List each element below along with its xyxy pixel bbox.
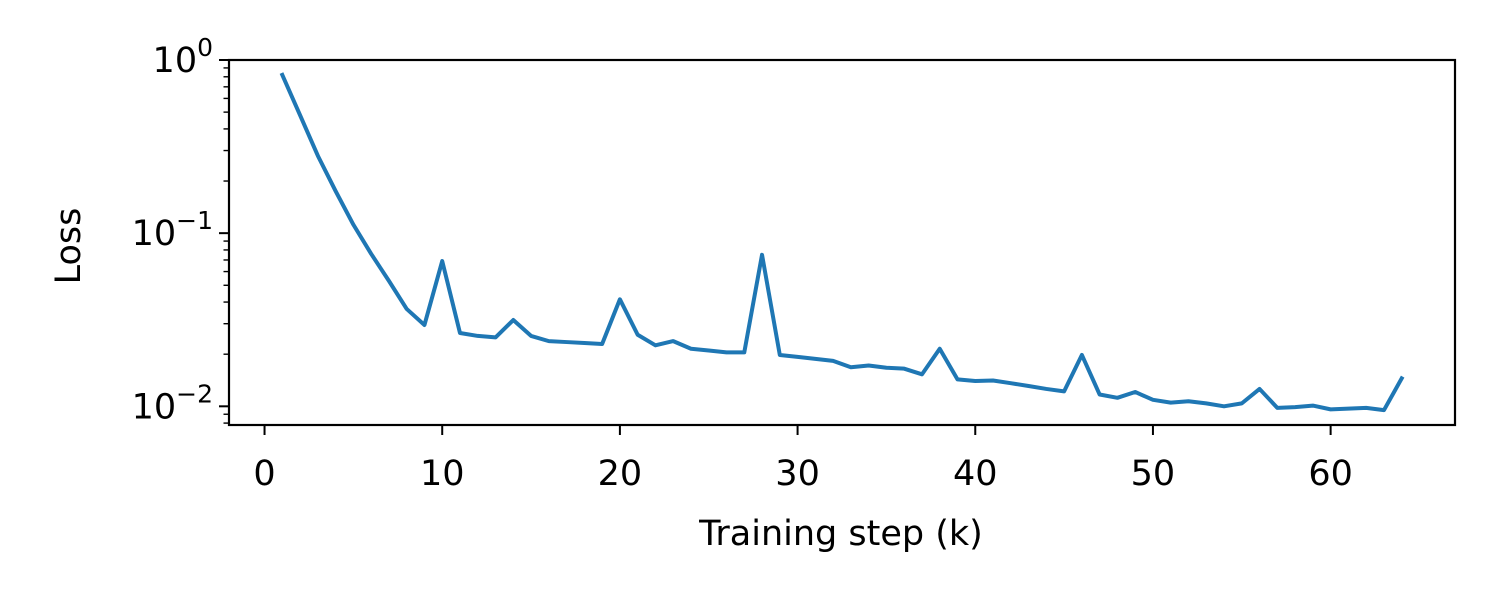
- data-point: [1080, 353, 1084, 357]
- y-tick-base: 10: [132, 387, 177, 427]
- data-point: [298, 113, 302, 117]
- y-tick-label: 100: [153, 33, 213, 81]
- data-point: [1098, 393, 1102, 397]
- data-point: [1009, 381, 1013, 385]
- x-tick-label: 40: [953, 454, 998, 494]
- x-tick-label: 30: [775, 454, 820, 494]
- data-point: [1027, 384, 1031, 388]
- y-tick-base: 10: [153, 41, 198, 81]
- data-point: [351, 223, 355, 227]
- data-point: [547, 339, 551, 343]
- x-tick-label: 50: [1131, 454, 1176, 494]
- data-point: [955, 377, 959, 381]
- data-point: [991, 378, 995, 382]
- x-tick-label: 60: [1308, 454, 1353, 494]
- data-point: [920, 372, 924, 376]
- data-point: [849, 365, 853, 369]
- data-point: [689, 347, 693, 351]
- data-point: [458, 331, 462, 335]
- data-point: [636, 333, 640, 337]
- data-point: [1169, 401, 1173, 405]
- y-axis-label: Loss: [49, 208, 89, 285]
- data-point: [813, 357, 817, 361]
- data-point: [1275, 406, 1279, 410]
- data-point: [316, 154, 320, 158]
- data-point: [1364, 406, 1368, 410]
- data-point: [1240, 401, 1244, 405]
- data-point: [369, 252, 373, 256]
- data-point: [902, 367, 906, 371]
- data-point: [831, 359, 835, 363]
- data-point: [1115, 396, 1119, 400]
- data-point: [1293, 405, 1297, 409]
- data-point: [334, 189, 338, 193]
- loss-series-line: [279, 72, 1405, 413]
- data-point: [938, 347, 942, 351]
- x-tick-label: 20: [598, 454, 643, 494]
- data-point: [1186, 399, 1190, 403]
- data-point: [1382, 408, 1386, 412]
- data-point: [760, 253, 764, 257]
- y-tick-exponent: −1: [176, 206, 213, 235]
- data-point: [1204, 401, 1208, 405]
- data-point: [1062, 389, 1066, 393]
- data-point: [884, 366, 888, 370]
- y-tick-base: 10: [132, 214, 177, 254]
- y-tick-label: 10−2: [132, 379, 213, 427]
- data-point: [671, 339, 675, 343]
- data-point: [280, 73, 284, 77]
- data-point: [618, 297, 622, 301]
- data-point: [653, 343, 657, 347]
- x-axis-label: Training step (k): [698, 514, 983, 554]
- data-point: [707, 349, 711, 353]
- data-point: [440, 259, 444, 263]
- data-point: [1151, 398, 1155, 402]
- data-point: [511, 318, 515, 322]
- data-point: [742, 350, 746, 354]
- y-tick-exponent: −2: [176, 379, 213, 408]
- y-tick-label: 10−1: [132, 206, 213, 254]
- data-point: [1258, 387, 1262, 391]
- data-point: [796, 355, 800, 359]
- data-point: [725, 350, 729, 354]
- data-point: [1329, 407, 1333, 411]
- data-point: [1133, 390, 1137, 394]
- data-point: [405, 307, 409, 311]
- plot-area-frame: [227, 58, 1457, 427]
- x-tick-label: 0: [253, 454, 275, 494]
- data-point: [529, 334, 533, 338]
- data-point: [600, 342, 604, 346]
- data-point: [1346, 407, 1350, 411]
- data-point: [582, 341, 586, 345]
- data-point: [565, 340, 569, 344]
- data-point: [476, 334, 480, 338]
- data-point: [422, 323, 426, 327]
- data-point: [1311, 404, 1315, 408]
- data-point: [867, 364, 871, 368]
- data-point: [1044, 387, 1048, 391]
- data-point: [387, 279, 391, 283]
- data-point: [1400, 376, 1404, 380]
- y-tick-exponent: 0: [197, 33, 213, 62]
- data-point: [973, 379, 977, 383]
- x-tick-label: 10: [420, 454, 465, 494]
- data-point: [1222, 404, 1226, 408]
- data-point: [778, 353, 782, 357]
- x-axis-ticks: 0 10 20 30 40 50 60: [253, 425, 1353, 494]
- data-point: [494, 335, 498, 339]
